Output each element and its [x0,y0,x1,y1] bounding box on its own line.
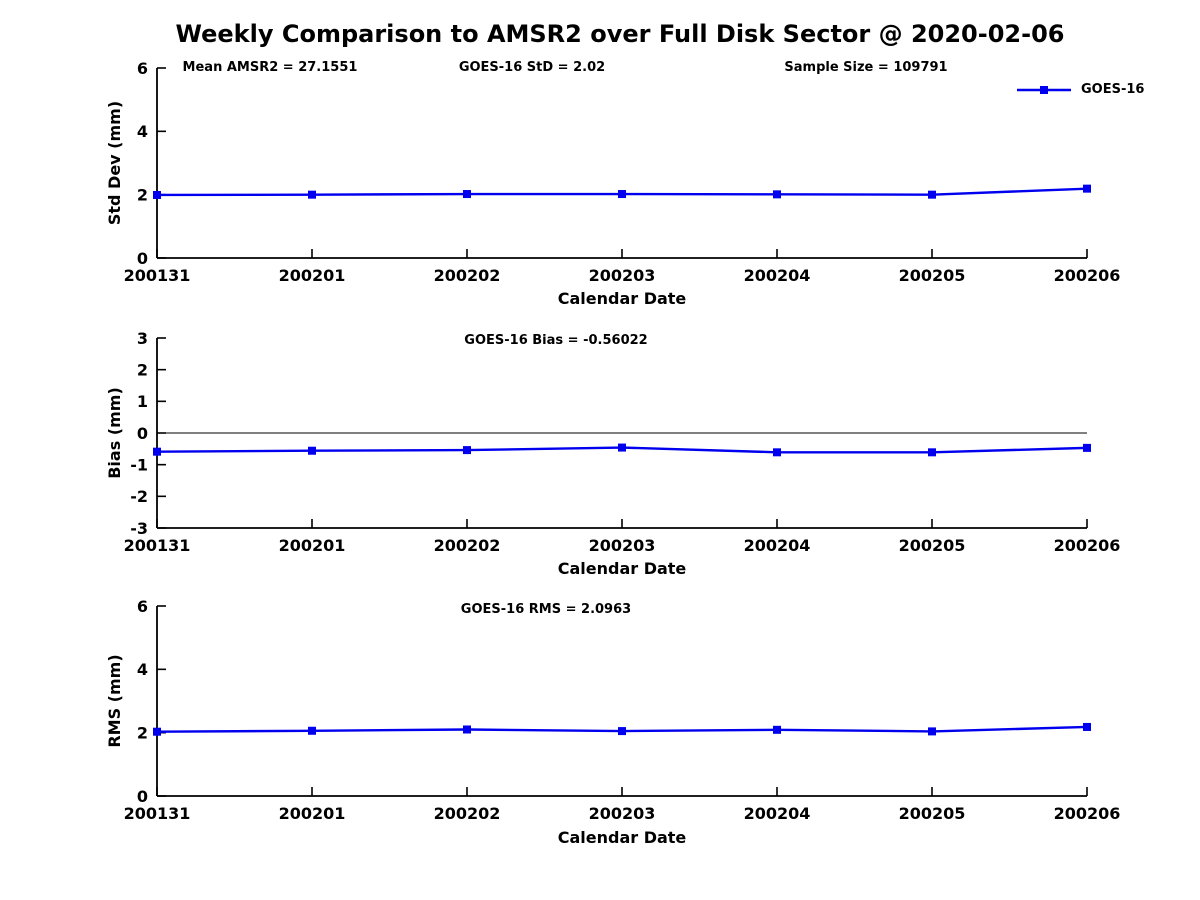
x-tick-label: 200204 [744,804,811,823]
data-line [156,446,1088,454]
x-tick-label: 200204 [744,536,811,555]
legend-series-label: GOES-16 [1081,82,1145,97]
y-tick-label: 0 [137,249,148,268]
x-tick-label: 200201 [279,536,346,555]
data-point-marker [1083,722,1091,731]
data-line [156,187,1088,197]
y-axis-label: Bias (mm) [105,387,124,479]
data-point-marker [1083,443,1091,452]
data-point-marker [463,190,471,199]
x-tick-label: 200201 [279,266,346,285]
x-axis-label: Calendar Date [558,559,687,578]
data-point-marker [618,727,626,736]
x-axis-label: Calendar Date [558,289,687,308]
subplot-annotation: Sample Size = 109791 [784,60,947,75]
x-tick-label: 200206 [1054,804,1121,823]
data-point-marker [308,726,316,735]
x-tick-label: 200202 [434,536,501,555]
y-axis-label: Std Dev (mm) [105,101,124,225]
y-tick-label: 6 [137,597,148,616]
data-point-marker [1083,184,1091,193]
legend-line-icon [1017,86,1071,94]
x-tick-label: 200201 [279,804,346,823]
y-tick-label: -1 [130,455,148,474]
x-tick-label: 200203 [589,804,656,823]
x-tick-label: 200203 [589,266,656,285]
data-line [156,725,1088,733]
y-tick-label: 0 [137,787,148,806]
y-tick-label: 2 [137,723,148,742]
x-tick-label: 200205 [899,804,966,823]
x-tick-label: 200131 [124,266,191,285]
x-tick-label: 200206 [1054,536,1121,555]
x-tick-label: 200131 [124,536,191,555]
data-point-marker [308,190,316,199]
subplot-annotation: GOES-16 Bias = -0.56022 [464,333,647,348]
x-tick-label: 200206 [1054,266,1121,285]
data-point-marker [773,725,781,734]
y-tick-label: 6 [137,59,148,78]
data-point-marker [618,443,626,452]
x-tick-label: 200131 [124,804,191,823]
data-point-marker [928,727,936,736]
x-tick-label: 200204 [744,266,811,285]
y-tick-label: 4 [137,660,148,679]
y-tick-label: 4 [137,122,148,141]
y-tick-label: -3 [130,519,148,538]
data-point-marker [618,190,626,199]
figure-title: Weekly Comparison to AMSR2 over Full Dis… [175,20,1065,48]
x-tick-label: 200202 [434,266,501,285]
data-point-marker [928,190,936,199]
data-point-marker [308,446,316,455]
y-tick-label: 3 [137,329,148,348]
y-tick-label: 0 [137,424,148,443]
y-tick-label: -2 [130,487,148,506]
y-tick-label: 2 [137,185,148,204]
x-tick-label: 200203 [589,536,656,555]
data-point-marker [153,447,161,456]
data-point-marker [773,190,781,199]
y-tick-label: 1 [137,392,148,411]
data-point-marker [773,448,781,457]
x-tick-label: 200205 [899,266,966,285]
legend: GOES-16 [1014,82,1144,98]
subplot-annotation: Mean AMSR2 = 27.1551 [183,60,358,75]
data-point-marker [463,446,471,455]
subplot-annotation: GOES-16 RMS = 2.0963 [461,602,631,617]
y-tick-label: 2 [137,360,148,379]
data-point-marker [928,448,936,457]
x-axis-label: Calendar Date [558,828,687,847]
data-point-marker [153,190,161,199]
x-tick-label: 200205 [899,536,966,555]
data-point-marker [463,725,471,734]
x-tick-label: 200202 [434,804,501,823]
data-point-marker [153,727,161,736]
y-axis-label: RMS (mm) [105,654,124,747]
subplot-annotation: GOES-16 StD = 2.02 [459,60,605,75]
